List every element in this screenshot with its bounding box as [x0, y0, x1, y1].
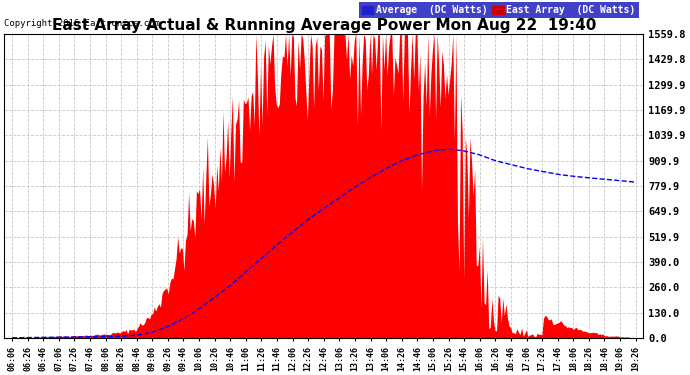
Text: Copyright 2016 Cartronics.com: Copyright 2016 Cartronics.com — [4, 19, 160, 28]
Legend: Average  (DC Watts), East Array  (DC Watts): Average (DC Watts), East Array (DC Watts… — [359, 2, 639, 18]
Title: East Array Actual & Running Average Power Mon Aug 22  19:40: East Array Actual & Running Average Powe… — [52, 18, 596, 33]
